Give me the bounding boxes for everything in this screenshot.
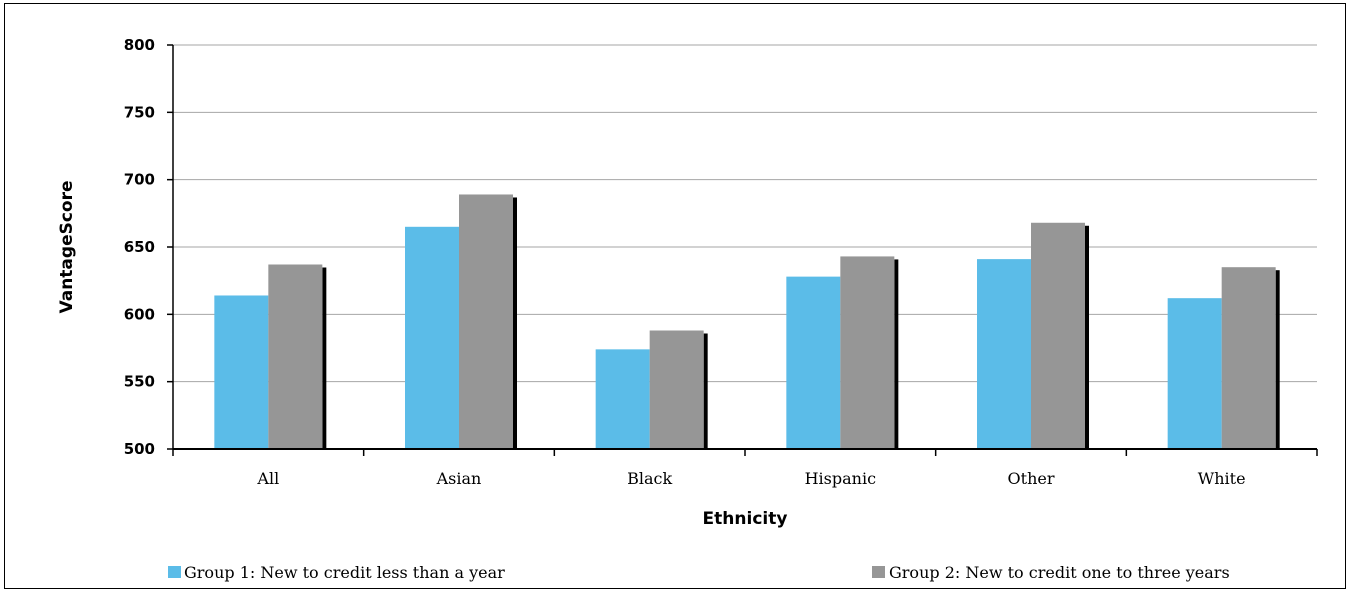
x-tick-label: All [256, 469, 279, 488]
bar-shadow [322, 267, 327, 449]
y-tick-label: 500 [124, 440, 155, 458]
axes [167, 44, 1318, 456]
legend-swatch-group-1 [168, 566, 181, 578]
bar [1167, 298, 1222, 449]
bar [405, 226, 459, 449]
y-tick-label: 800 [124, 36, 155, 54]
y-tick-label: 750 [124, 103, 155, 121]
legend-swatch-group-2 [872, 566, 885, 578]
bar [649, 330, 704, 449]
bar [595, 349, 650, 449]
bar-shadow [703, 333, 708, 449]
y-tick-label: 700 [124, 171, 155, 189]
bar [840, 256, 895, 449]
legend-label-group-2: Group 2: New to credit one to three year… [889, 563, 1230, 582]
bar [459, 194, 513, 449]
bars [214, 194, 1280, 449]
bar-shadow [1275, 270, 1280, 449]
legend-label-group-1: Group 1: New to credit less than a year [184, 563, 505, 582]
bar-shadow [513, 197, 517, 449]
x-tick-label: Asian [436, 469, 482, 488]
x-tick-label: Hispanic [805, 469, 876, 488]
bar [214, 295, 269, 449]
bar-shadow [894, 259, 899, 449]
x-tick-label: White [1198, 469, 1246, 488]
bar [977, 259, 1031, 449]
x-tick-label: Other [1008, 469, 1055, 488]
bar [1221, 267, 1276, 449]
legend: Group 1: New to credit less than a year … [168, 563, 1230, 582]
tick-labels: 500 550 600 650 700 750 800 All Asian Black Hispan… [124, 36, 1246, 488]
x-axis-title: Ethnicity [703, 509, 788, 529]
bar [1031, 222, 1085, 449]
y-axis-title: VantageScore [57, 180, 77, 313]
gridlines [173, 44, 1317, 383]
bar-shadow [1085, 225, 1089, 449]
y-tick-label: 650 [124, 238, 155, 256]
bar [786, 276, 841, 449]
y-tick-label: 550 [124, 373, 155, 391]
x-tick-label: Black [627, 469, 672, 488]
bar [268, 264, 323, 449]
y-tick-label: 600 [124, 305, 155, 323]
